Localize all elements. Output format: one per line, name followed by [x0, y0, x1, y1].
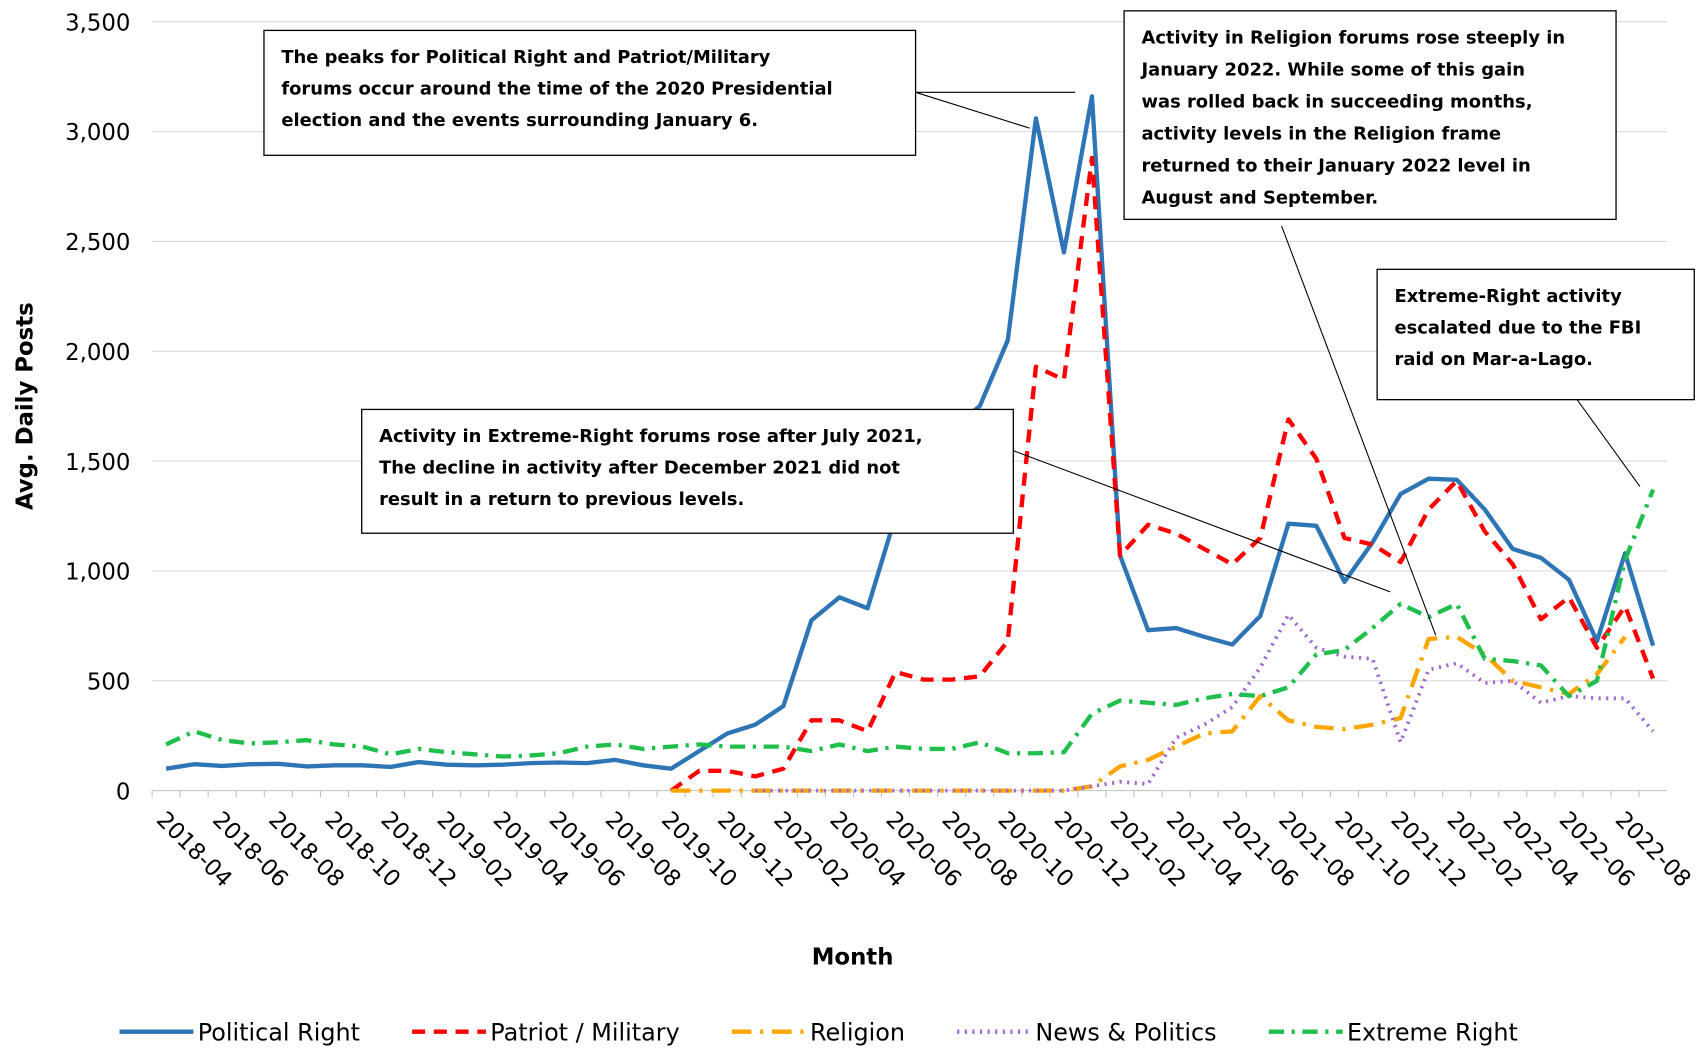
y-tick-label: 1,500: [65, 450, 130, 476]
annotation-box: [361, 408, 1014, 534]
annotation-text: result in a return to previous levels.: [379, 489, 744, 510]
annotation-text: activity levels in the Religion frame: [1141, 124, 1501, 145]
annotation-text: returned to their January 2022 level in: [1141, 156, 1530, 177]
legend-label: Religion: [810, 1018, 905, 1046]
annotation-text: The decline in activity after December 2…: [379, 458, 900, 479]
series-line: [671, 634, 1627, 793]
y-tick-label: 2,000: [65, 340, 130, 366]
annotation-text: Extreme-Right activity: [1395, 286, 1623, 307]
annotation-box: [1123, 10, 1617, 221]
annotation-text: was rolled back in succeeding months,: [1141, 92, 1532, 113]
annotation-text: Activity in Religion forums rose steeply…: [1141, 27, 1565, 48]
series-line: [669, 155, 1656, 793]
y-tick-label: 1,000: [65, 560, 130, 586]
annotation-box: [263, 29, 917, 156]
series-line: [165, 488, 1656, 759]
annotation-text: August and September.: [1141, 188, 1378, 209]
annotation-text: Activity in Extreme-Right forums rose af…: [379, 426, 923, 447]
leader-line: [1013, 450, 1391, 593]
series-line: [755, 612, 1655, 793]
annotation-text: election and the events surrounding Janu…: [281, 110, 758, 131]
annotation-box: [1376, 268, 1695, 401]
y-tick-label: 3,500: [65, 10, 130, 36]
annotation-text: January 2022. While some of this gain: [1140, 59, 1525, 80]
y-tick-label: 0: [116, 779, 131, 805]
y-tick-label: 500: [87, 669, 131, 695]
annotations: The peaks for Political Right and Patrio…: [263, 10, 1695, 636]
annotation-text: escalated due to the FBI: [1395, 317, 1642, 338]
leader-line: [915, 91, 1030, 129]
y-axis-title: Avg. Daily Posts: [13, 302, 39, 510]
leader-line: [1281, 225, 1437, 636]
legend-label: Political Right: [198, 1018, 360, 1046]
leader-line: [1574, 396, 1641, 487]
y-tick-label: 3,000: [65, 120, 130, 146]
x-axis-title: Month: [812, 944, 894, 970]
legend-label: News & Politics: [1035, 1018, 1216, 1046]
legend-label: Patriot / Military: [490, 1018, 679, 1046]
annotation-text: The peaks for Political Right and Patrio…: [281, 47, 770, 68]
annotation-text: forums occur around the time of the 2020…: [281, 78, 832, 99]
y-tick-label: 2,500: [65, 230, 130, 256]
plot-area: [151, 21, 1668, 798]
annotation-text: raid on Mar-a-Lago.: [1395, 349, 1593, 370]
legend-label: Extreme Right: [1347, 1018, 1518, 1046]
